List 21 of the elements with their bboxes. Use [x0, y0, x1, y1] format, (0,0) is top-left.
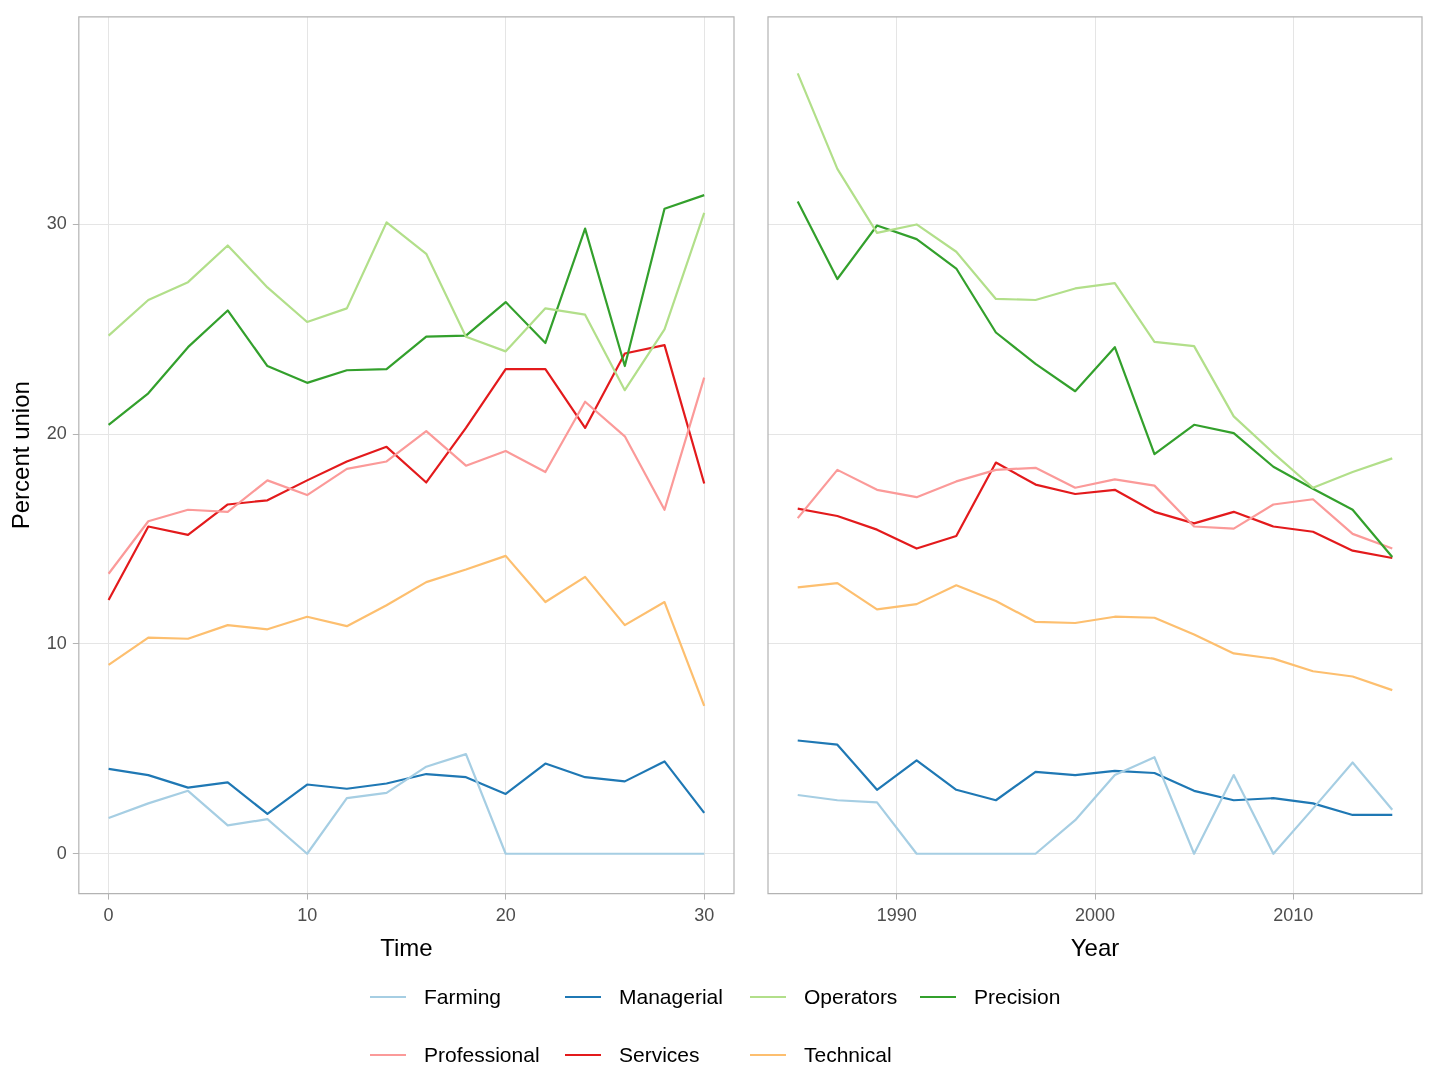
- x-tick-label: 2000: [1074, 905, 1116, 926]
- legend-label: Farming: [424, 985, 502, 1009]
- x-tick-label: 2010: [1273, 905, 1314, 926]
- x-axis-title: Time: [380, 934, 433, 962]
- legend-label: Technical: [804, 1043, 892, 1067]
- y-tick-label: 20: [46, 423, 67, 444]
- legend-label: Operators: [804, 985, 898, 1009]
- x-tick-label: 20: [495, 905, 516, 926]
- legend-label: Precision: [974, 985, 1061, 1009]
- x-tick-label: 1990: [876, 905, 917, 926]
- x-tick-label: 10: [297, 905, 318, 926]
- y-tick-label: 0: [56, 842, 67, 863]
- legend-label: Managerial: [619, 985, 723, 1009]
- y-tick-label: 30: [46, 213, 67, 234]
- legend-label: Services: [619, 1043, 700, 1067]
- y-tick-label: 10: [46, 632, 67, 653]
- x-tick-label: 0: [103, 905, 114, 926]
- y-axis-title: Percent union: [7, 381, 35, 530]
- x-tick-label: 30: [694, 905, 715, 926]
- x-axis-title: Year: [1070, 934, 1120, 962]
- legend-label: Professional: [424, 1043, 540, 1067]
